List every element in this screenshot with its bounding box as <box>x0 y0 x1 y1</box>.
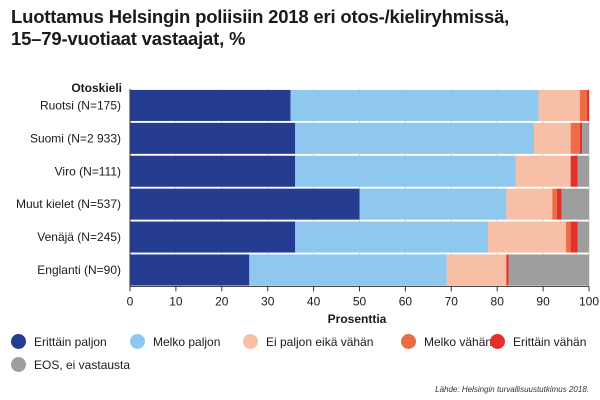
bar-segment-5-5 <box>509 254 589 285</box>
bar-segment-0-3 <box>580 90 587 121</box>
bar-segment-0-4 <box>587 90 589 121</box>
category-label: Suomi (N=2 933) <box>30 131 121 145</box>
bar-segment-2-2 <box>516 156 571 187</box>
legend-swatch <box>130 334 145 349</box>
category-label: Englanti (N=90) <box>37 263 121 277</box>
bar-segment-3-0 <box>130 189 360 220</box>
legend-label: Melko vähän <box>424 335 492 349</box>
legend-item: Erittäin paljon <box>11 334 107 349</box>
bar-segment-1-0 <box>130 123 295 154</box>
bar-segment-5-4 <box>506 254 508 285</box>
x-tick-label: 30 <box>261 294 275 308</box>
legend-label: Melko paljon <box>153 335 220 349</box>
legend-swatch <box>11 357 26 372</box>
category-label: Viro (N=111) <box>55 164 121 178</box>
legend-item: Ei paljon eikä vähän <box>243 334 373 349</box>
x-tick-label: 100 <box>579 294 599 308</box>
bar-segment-4-4 <box>571 222 578 253</box>
bar-segment-1-2 <box>534 123 571 154</box>
legend-label: EOS, ei vastausta <box>34 358 130 372</box>
bar-segment-1-3 <box>571 123 580 154</box>
legend-swatch <box>243 334 258 349</box>
bar-segment-4-2 <box>488 222 566 253</box>
legend-swatch <box>11 334 26 349</box>
category-label: Muut kielet (N=537) <box>16 197 121 211</box>
bar-segment-3-1 <box>360 189 507 220</box>
bar-segment-1-5 <box>582 123 589 154</box>
bar-segment-2-5 <box>578 156 589 187</box>
legend-item: Melko vähän <box>401 334 492 349</box>
legend-item: Erittäin vähän <box>490 334 586 349</box>
bar-segment-3-2 <box>506 189 552 220</box>
legend-label: Erittäin vähän <box>513 335 586 349</box>
x-tick-label: 60 <box>399 294 413 308</box>
x-axis-title: Prosenttia <box>328 312 387 326</box>
legend-label: Ei paljon eikä vähän <box>266 335 373 349</box>
category-axis-title: Otoskieli <box>71 81 122 95</box>
category-labels: Ruotsi (N=175) Suomi (N=2 933) Viro (N=111… <box>16 98 121 277</box>
x-tick-label: 70 <box>445 294 459 308</box>
x-tick-label: 50 <box>353 294 367 308</box>
bar-segment-5-0 <box>130 254 249 285</box>
bar-segment-5-2 <box>447 254 507 285</box>
category-label: Ruotsi (N=175) <box>40 98 121 112</box>
bar-segment-1-4 <box>580 123 582 154</box>
bar-segment-0-0 <box>130 90 291 121</box>
bar-segment-4-1 <box>295 222 488 253</box>
source-note: Lähde: Helsingin turvallisuustutkimus 20… <box>435 385 589 394</box>
legend-label: Erittäin paljon <box>34 335 107 349</box>
x-tick-label: 0 <box>127 294 134 308</box>
category-label: Venäjä (N=245) <box>37 230 121 244</box>
legend-swatch <box>401 334 416 349</box>
bar-segment-0-1 <box>291 90 539 121</box>
legend-item: Melko paljon <box>130 334 220 349</box>
x-tick-label: 10 <box>169 294 183 308</box>
bar-segment-4-3 <box>566 222 571 253</box>
bar-segment-2-1 <box>295 156 515 187</box>
bar-segment-3-3 <box>552 189 557 220</box>
x-tick-label: 90 <box>536 294 550 308</box>
bar-segment-4-5 <box>578 222 589 253</box>
bar-segment-2-0 <box>130 156 295 187</box>
bar-segment-4-0 <box>130 222 295 253</box>
x-tick-label: 20 <box>215 294 229 308</box>
bar-segment-5-1 <box>249 254 446 285</box>
bar-segment-3-4 <box>557 189 562 220</box>
legend-swatch <box>490 334 505 349</box>
bar-segment-0-2 <box>539 90 580 121</box>
bar-segment-1-1 <box>295 123 534 154</box>
legend-item: EOS, ei vastausta <box>11 357 130 372</box>
bar-segment-3-5 <box>561 189 589 220</box>
x-tick-label: 40 <box>307 294 321 308</box>
x-tick-label: 80 <box>491 294 505 308</box>
bar-segment-2-4 <box>571 156 578 187</box>
